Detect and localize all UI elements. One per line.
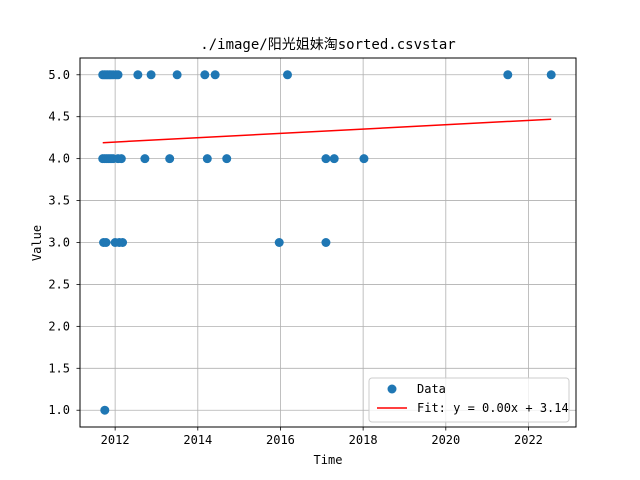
- data-point: [222, 154, 232, 164]
- data-point: [359, 154, 369, 164]
- legend-fit-label: Fit: y = 0.00x + 3.14: [417, 401, 569, 415]
- y-tick-label: 2.5: [48, 277, 70, 291]
- y-tick-label: 5.0: [48, 68, 70, 82]
- x-tick-label: 2014: [183, 433, 212, 447]
- chart-title: ./image/阳光姐妹淘sorted.csvstar: [200, 37, 455, 53]
- data-point: [100, 405, 110, 415]
- data-point: [118, 238, 128, 247]
- y-tick-label: 3.0: [48, 236, 70, 250]
- x-tick-label: 2016: [266, 433, 295, 447]
- data-point: [101, 238, 111, 247]
- y-tick-label: 1.5: [48, 361, 70, 375]
- data-point: [165, 154, 175, 164]
- data-point: [210, 70, 220, 80]
- fit-line: [102, 118, 552, 144]
- y-tick-label: 1.0: [48, 403, 70, 417]
- scatter-points-layer: [98, 70, 556, 415]
- data-point: [274, 238, 284, 247]
- fit-line-layer: [102, 118, 552, 144]
- y-tick-label: 4.0: [48, 152, 70, 166]
- data-point: [146, 70, 156, 80]
- data-point: [329, 154, 339, 164]
- data-point: [202, 154, 212, 164]
- data-point: [546, 70, 556, 80]
- y-tick-label: 2.0: [48, 319, 70, 333]
- data-point: [321, 154, 331, 164]
- data-point: [503, 70, 513, 80]
- legend-data-marker: [387, 384, 397, 394]
- data-point: [172, 70, 182, 80]
- legend-box: [368, 377, 570, 423]
- y-axis-label: Value: [30, 225, 44, 261]
- x-tick-label: 2020: [431, 433, 460, 447]
- y-ticks-layer: 1.0 1.5 2.0 2.5 3.0 3.5 4.0 4.5 5.0: [48, 68, 80, 417]
- legend-data-label: Data: [417, 382, 446, 396]
- x-axis-label: Time: [314, 453, 343, 467]
- data-point: [321, 238, 331, 247]
- y-tick-label: 4.5: [48, 110, 70, 124]
- data-point: [200, 70, 210, 80]
- data-point: [113, 70, 123, 80]
- data-point: [133, 70, 143, 80]
- legend: Data Fit: y = 0.00x + 3.14: [368, 377, 570, 423]
- y-tick-label: 3.5: [48, 194, 70, 208]
- x-ticks-layer: 2012 2014 2016 2018 2020 2022: [101, 427, 543, 447]
- x-tick-label: 2012: [101, 433, 130, 447]
- x-tick-label: 2018: [349, 433, 378, 447]
- data-point: [282, 70, 292, 80]
- data-point: [140, 154, 150, 164]
- data-point: [116, 154, 126, 164]
- x-tick-label: 2022: [514, 433, 543, 447]
